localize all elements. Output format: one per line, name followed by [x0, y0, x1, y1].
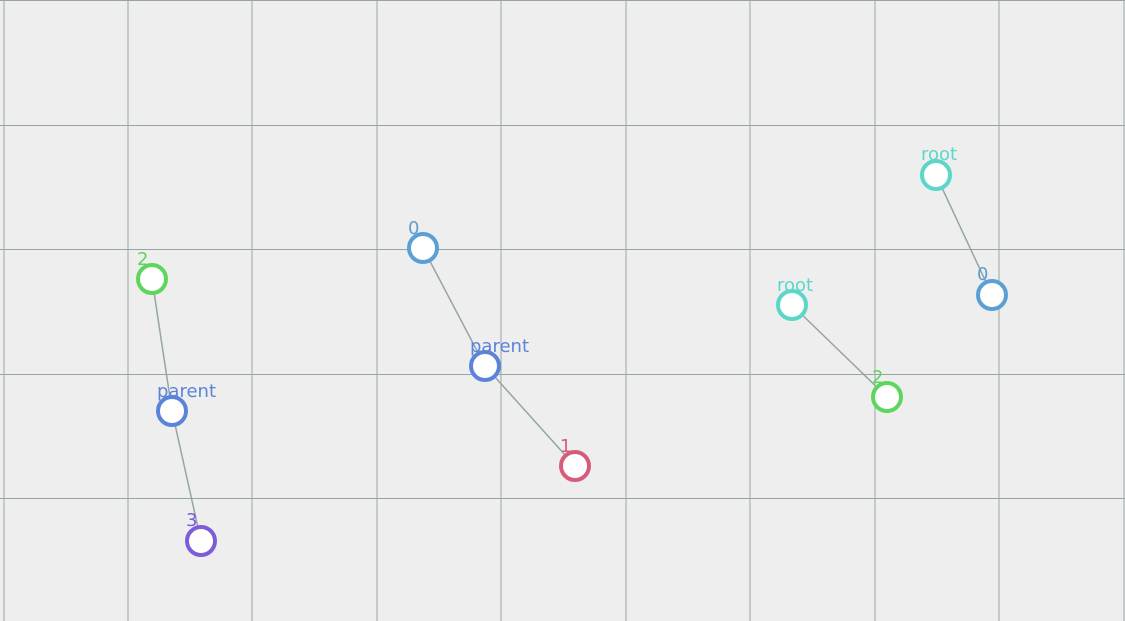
node-label: 1	[560, 436, 571, 457]
node-label: root	[777, 275, 813, 296]
edge-n_0_mid-to-n_parent_mid	[422, 247, 486, 367]
node-layer: 2 parent 3 0 parent 1 root 2 root 0	[136, 144, 1008, 557]
node-circle[interactable]	[407, 232, 439, 264]
node-circle[interactable]	[920, 159, 952, 191]
node-circle[interactable]	[559, 450, 591, 482]
node-circle[interactable]	[185, 525, 217, 557]
node-label: 3	[186, 510, 197, 531]
node-n_2_left[interactable]: 2	[136, 249, 168, 295]
node-n_2_right[interactable]: 2	[871, 367, 903, 413]
node-n_root_a[interactable]: root	[776, 275, 813, 321]
node-circle[interactable]	[469, 350, 501, 382]
node-label: root	[921, 144, 957, 165]
node-circle[interactable]	[871, 381, 903, 413]
node-label: parent	[470, 336, 529, 357]
edge-n_root_a-to-n_2_right	[791, 304, 888, 398]
edge-n_2_left-to-n_parent_left	[151, 278, 173, 412]
node-circle[interactable]	[976, 279, 1008, 311]
node-label: 2	[872, 367, 883, 388]
edge-layer	[151, 174, 993, 542]
node-n_0_right[interactable]: 0	[976, 264, 1008, 311]
node-label: 0	[408, 218, 419, 239]
node-label: 2	[137, 249, 148, 270]
node-label: 0	[977, 264, 988, 285]
node-n_0_mid[interactable]: 0	[407, 218, 439, 264]
node-n_3_left[interactable]: 3	[185, 510, 217, 557]
node-circle[interactable]	[156, 395, 188, 427]
edge-n_parent_left-to-n_3_left	[171, 410, 202, 542]
edge-n_root_b-to-n_0_right	[935, 174, 993, 296]
edge-n_parent_mid-to-n_1_mid	[484, 365, 576, 467]
node-n_1_mid[interactable]: 1	[559, 436, 591, 482]
node-circle[interactable]	[136, 263, 168, 295]
node-n_parent_left[interactable]: parent	[156, 381, 216, 427]
node-n_parent_mid[interactable]: parent	[469, 336, 529, 382]
node-circle[interactable]	[776, 289, 808, 321]
node-label: parent	[157, 381, 216, 402]
node-n_root_b[interactable]: root	[920, 144, 957, 191]
